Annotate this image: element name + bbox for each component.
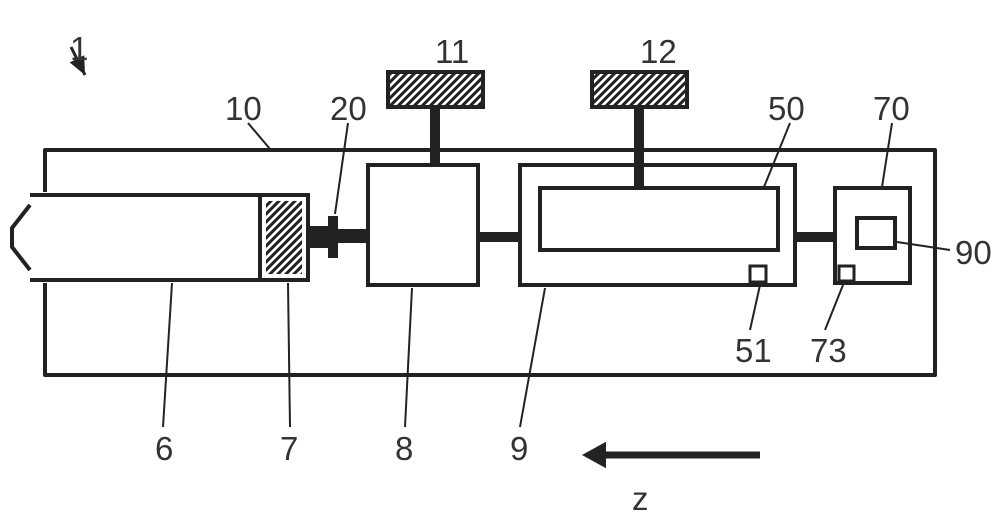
label-50: 50 <box>768 90 805 128</box>
label-73: 73 <box>810 332 847 370</box>
label-9: 9 <box>510 430 528 468</box>
label-10: 10 <box>225 90 262 128</box>
diagram-svg <box>0 0 1000 505</box>
label-z: z <box>632 480 649 518</box>
label-12: 12 <box>640 33 677 71</box>
label-70: 70 <box>873 90 910 128</box>
label-11: 11 <box>435 33 469 71</box>
diagram-stage: 1 10 20 11 12 50 70 90 51 73 6 7 8 9 z <box>0 0 1000 505</box>
label-7: 7 <box>280 430 298 468</box>
label-1: 1 <box>70 30 88 68</box>
label-51: 51 <box>735 332 772 370</box>
label-6: 6 <box>155 430 173 468</box>
label-8: 8 <box>395 430 413 468</box>
label-90: 90 <box>955 234 992 272</box>
label-20: 20 <box>330 90 367 128</box>
